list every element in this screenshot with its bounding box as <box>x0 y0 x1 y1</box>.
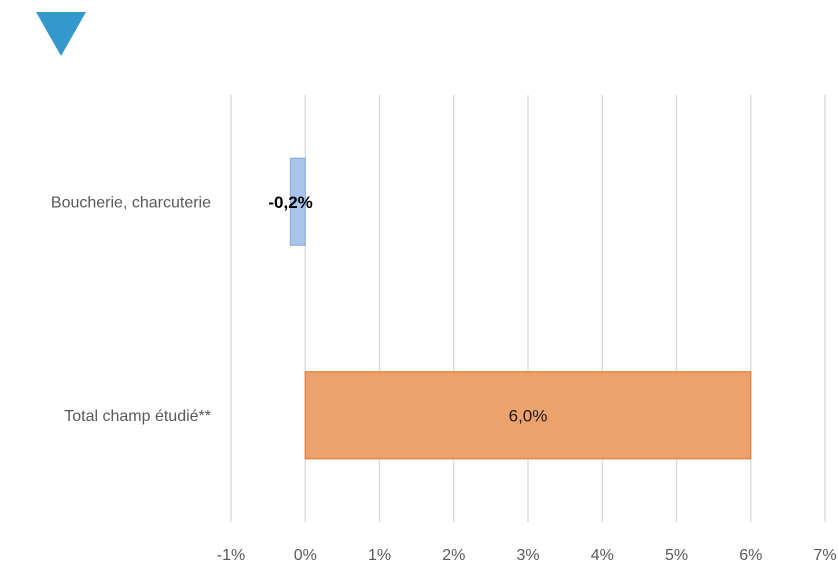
x-tick-label: 0% <box>294 547 317 564</box>
category-label: Boucherie, charcuterie <box>51 194 211 211</box>
x-tick-label: 7% <box>813 547 836 564</box>
x-tick-label: 6% <box>739 547 762 564</box>
x-tick-label: 2% <box>442 547 465 564</box>
category-label: Total champ étudié** <box>64 408 211 425</box>
data-label: -0,2% <box>268 193 312 212</box>
bar <box>304 371 752 460</box>
x-tick-label: 4% <box>591 547 614 564</box>
x-tick-label: 5% <box>665 547 688 564</box>
bar <box>289 157 306 246</box>
data-label: 6,0% <box>509 406 548 425</box>
labels: -1% 0% 1% 2% 3% 4% 5% 6% 7% Boucherie, charcuteri… <box>51 193 837 564</box>
bars <box>289 157 752 460</box>
down-triangle-icon <box>36 12 86 56</box>
x-tick-label: 1% <box>368 547 391 564</box>
x-tick-label: -1% <box>217 547 245 564</box>
x-tick-label: 3% <box>516 547 539 564</box>
